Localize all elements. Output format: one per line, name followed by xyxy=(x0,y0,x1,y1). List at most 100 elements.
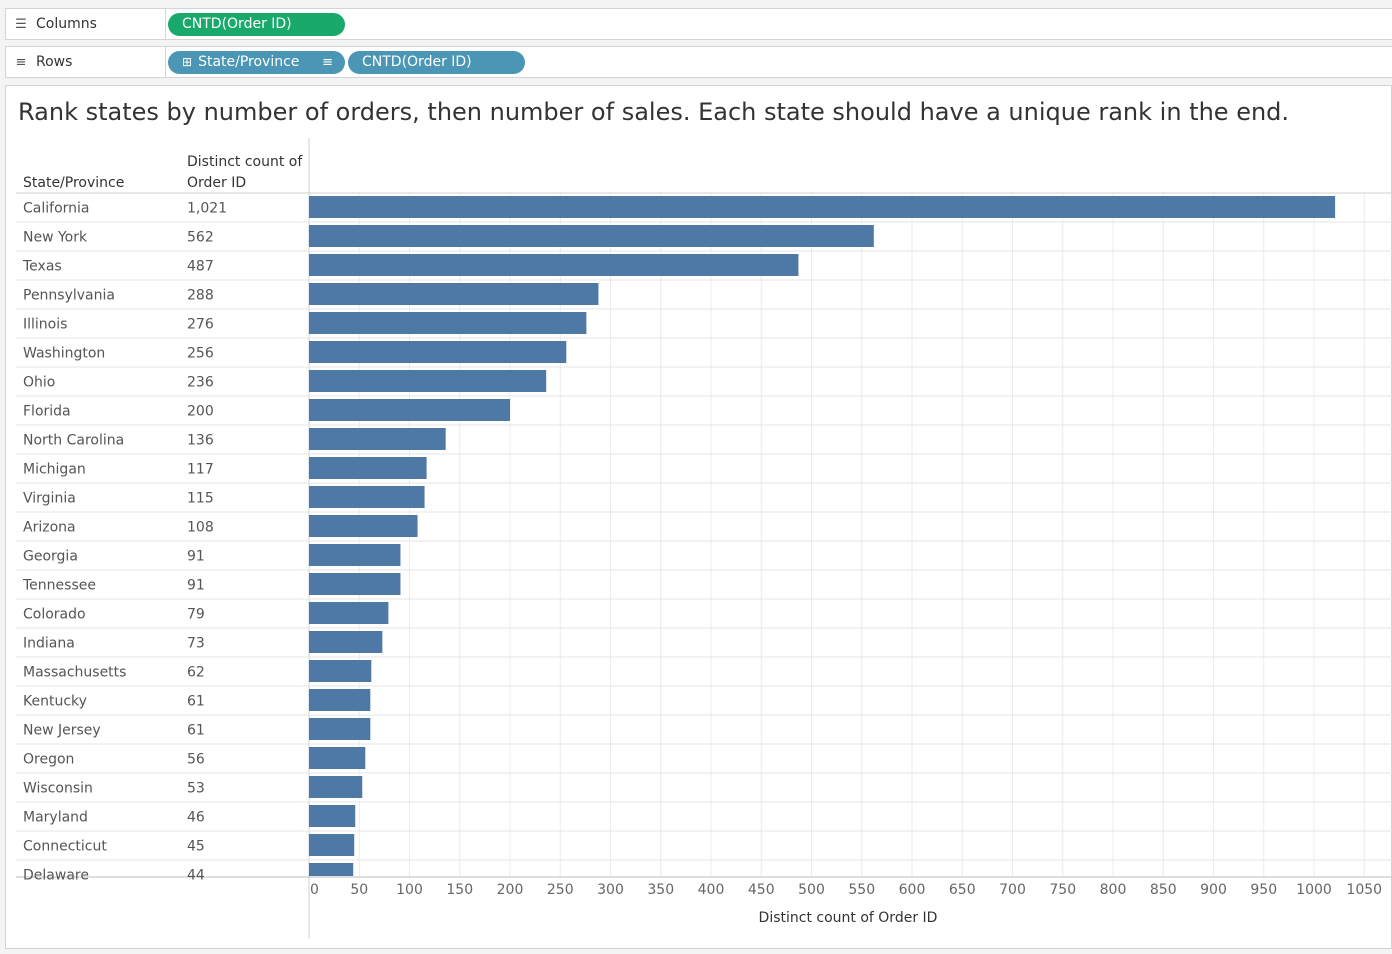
value-label: 256 xyxy=(187,346,214,362)
state-label: Connecticut xyxy=(23,839,107,855)
value-label: 200 xyxy=(187,404,214,420)
bar-delaware xyxy=(309,863,354,876)
state-label: Texas xyxy=(22,259,62,275)
value-label: 44 xyxy=(187,868,205,884)
bar-oregon xyxy=(309,747,366,769)
state-label: Pennsylvania xyxy=(23,288,115,304)
state-label: California xyxy=(23,201,89,217)
state-label: Maryland xyxy=(23,810,88,826)
bar-north-carolina xyxy=(309,428,446,450)
rows-shelf[interactable]: ≡ Rows ⊞ State/Province ≡ CNTD(Order ID) xyxy=(5,46,1392,78)
bar-connecticut xyxy=(309,834,355,856)
x-tick-label: 250 xyxy=(547,882,574,898)
x-tick-label: 900 xyxy=(1200,882,1227,898)
value-label: 276 xyxy=(187,317,214,333)
pill-label: CNTD(Order ID) xyxy=(182,16,292,32)
bar-maryland xyxy=(309,805,356,827)
columns-shelf-label: ☰ Columns xyxy=(6,9,166,39)
columns-label: Columns xyxy=(36,16,97,32)
bar-tennessee xyxy=(309,573,401,595)
bar-california xyxy=(309,196,1336,218)
value-label: 91 xyxy=(187,578,205,594)
x-tick-label: 1050 xyxy=(1346,882,1382,898)
bar-ohio xyxy=(309,370,547,392)
state-label: North Carolina xyxy=(23,433,124,449)
view-title: Rank states by number of orders, then nu… xyxy=(18,98,1290,126)
state-label: Oregon xyxy=(23,752,74,768)
x-tick-label: 100 xyxy=(396,882,423,898)
x-tick-label: 700 xyxy=(999,882,1026,898)
x-tick-label: 750 xyxy=(1049,882,1076,898)
x-tick-label: 50 xyxy=(350,882,368,898)
value-label: 487 xyxy=(187,259,214,275)
value-label: 61 xyxy=(187,723,205,739)
x-tick-label: 300 xyxy=(597,882,624,898)
value-label: 236 xyxy=(187,375,214,391)
x-tick-label: 450 xyxy=(748,882,775,898)
expand-icon[interactable]: ⊞ xyxy=(182,55,193,69)
bar-washington xyxy=(309,341,567,363)
bar-arizona xyxy=(309,515,418,537)
pill-label: State/Province xyxy=(198,54,300,70)
bar-massachusetts xyxy=(309,660,372,682)
value-label: 115 xyxy=(187,491,214,507)
bar-georgia xyxy=(309,544,401,566)
sort-descending-icon[interactable]: ≡ xyxy=(322,55,333,70)
x-tick-label: 600 xyxy=(899,882,926,898)
state-label: Delaware xyxy=(23,868,89,884)
state-label: Kentucky xyxy=(23,694,87,710)
x-axis-title: Distinct count of Order ID xyxy=(759,910,938,926)
x-tick-label: 400 xyxy=(698,882,725,898)
value-header-line2: Order ID xyxy=(187,175,246,191)
value-header-line1: Distinct count of xyxy=(187,154,303,170)
x-tick-label: 800 xyxy=(1100,882,1127,898)
value-label: 61 xyxy=(187,694,205,710)
bar-texas xyxy=(309,254,799,276)
x-tick-label: 150 xyxy=(446,882,473,898)
state-label: Arizona xyxy=(23,520,76,536)
rows-label: Rows xyxy=(36,54,73,70)
value-label: 288 xyxy=(187,288,214,304)
rows-shelf-label: ≡ Rows xyxy=(6,47,166,77)
state-label: Illinois xyxy=(23,317,67,333)
x-tick-label: 500 xyxy=(798,882,825,898)
bar-florida xyxy=(309,399,510,421)
value-label: 108 xyxy=(187,520,214,536)
columns-pill-cntd-order-id[interactable]: CNTD(Order ID) xyxy=(168,13,345,36)
state-label: Colorado xyxy=(23,607,86,623)
bar-pennsylvania xyxy=(309,283,599,305)
rows-pill-cntd-order-id[interactable]: CNTD(Order ID) xyxy=(348,51,525,74)
bar-chart: California 1,021 New York 562 Texas 487 Pennsy… xyxy=(16,138,1392,939)
state-label: Virginia xyxy=(23,491,76,507)
row-header-state: State/Province xyxy=(23,175,124,191)
value-label: 53 xyxy=(187,781,205,797)
state-label: Ohio xyxy=(23,375,55,391)
columns-shelf[interactable]: ☰ Columns CNTD(Order ID) xyxy=(5,8,1392,40)
bar-virginia xyxy=(309,486,425,508)
columns-icon: ☰ xyxy=(15,16,27,32)
bar-wisconsin xyxy=(309,776,363,798)
rows-icon: ≡ xyxy=(15,54,27,70)
x-tick-label: 350 xyxy=(647,882,674,898)
x-tick-label: 550 xyxy=(848,882,875,898)
state-label: Indiana xyxy=(23,636,75,652)
value-label: 79 xyxy=(187,607,205,623)
state-label: Massachusetts xyxy=(23,665,126,681)
x-tick-label: 0 xyxy=(310,882,319,898)
state-label: New Jersey xyxy=(23,723,101,739)
x-tick-label: 650 xyxy=(949,882,976,898)
value-label: 117 xyxy=(187,462,214,478)
value-label: 45 xyxy=(187,839,205,855)
value-label: 91 xyxy=(187,549,205,565)
state-label: Wisconsin xyxy=(23,781,93,797)
state-label: Georgia xyxy=(23,549,78,565)
value-label: 56 xyxy=(187,752,205,768)
x-tick-label: 950 xyxy=(1250,882,1277,898)
value-label: 73 xyxy=(187,636,205,652)
value-label: 62 xyxy=(187,665,205,681)
state-label: Michigan xyxy=(23,462,86,478)
bar-illinois xyxy=(309,312,587,334)
rows-pill-state-province[interactable]: ⊞ State/Province ≡ xyxy=(168,51,345,74)
value-label: 136 xyxy=(187,433,214,449)
state-label: Tennessee xyxy=(22,578,96,594)
